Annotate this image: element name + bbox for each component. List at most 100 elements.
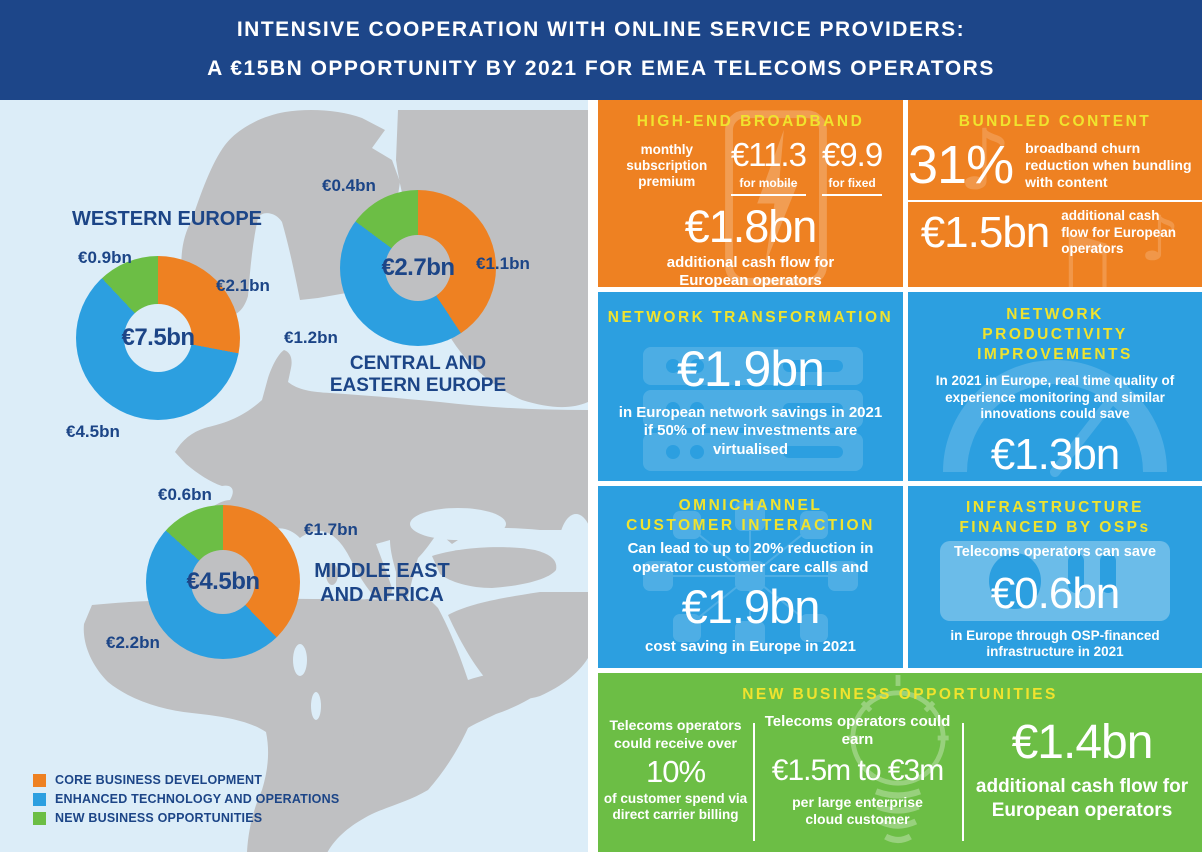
segment-label: €0.6bn xyxy=(158,485,212,504)
amount-caption: additional cash flow for European operat… xyxy=(1061,208,1177,257)
amount-value: €0.6bn xyxy=(990,568,1121,618)
caspian-sea xyxy=(558,514,588,590)
tile-title: NEW BUSINESS OPPORTUNITIES xyxy=(742,686,1058,703)
lake-malawi xyxy=(311,692,321,720)
fixed-premium-value: €9.9 xyxy=(821,136,883,174)
server-icon xyxy=(643,347,863,471)
amount-value: €1.9bn xyxy=(681,579,821,633)
tile-bundled-content: ♪ ♫ ♪ BUNDLED CONTENT 31% broadband chur… xyxy=(908,100,1202,287)
tile-high-end-broadband: HIGH-END BROADBAND monthly subscription … xyxy=(598,100,903,287)
mobile-premium-label: for mobile xyxy=(730,176,806,197)
region-title-middle-east-africa: MIDDLE EAST AND AFRICA xyxy=(314,560,450,606)
cash-flow-column: €1.4bn additional cash flow for European… xyxy=(962,719,1202,821)
column-value: €1.4bn xyxy=(1011,716,1154,770)
amount-value: €1.5bn xyxy=(920,207,1051,257)
madagascar-landmass xyxy=(353,698,380,760)
tile-caption: Can lead to up to 20% reduction in opera… xyxy=(627,540,874,576)
tile-infrastructure-osp: INFRASTRUCTURE FINANCED BY OSPs Telecoms… xyxy=(908,486,1202,668)
title-line-2: A €15BN OPPORTUNITY BY 2021 FOR EMEA TEL… xyxy=(207,57,995,80)
tile-network-productivity: NETWORK PRODUCTIVITY IMPROVEMENTS In 202… xyxy=(908,292,1202,481)
smartphone-lightning-icon xyxy=(725,110,827,286)
tile-title: OMNICHANNEL CUSTOMER INTERACTION xyxy=(626,497,875,535)
segment-label: €0.4bn xyxy=(322,176,376,195)
amount-caption: in European network savings in 2021 if 5… xyxy=(618,404,883,458)
emea-map: WESTERN EUROPE €7.5bn €0.9bn €2.1bn €4.5… xyxy=(0,100,588,852)
europe-landmass xyxy=(169,350,588,601)
legend-label: NEW BUSINESS OPPORTUNITIES xyxy=(55,811,263,825)
column-caption: of customer spend via direct carrier bil… xyxy=(603,790,748,823)
legend-swatch-blue xyxy=(33,792,46,806)
legend: CORE BUSINESS DEVELOPMENT ENHANCED TECHN… xyxy=(33,773,339,830)
lake-victoria xyxy=(293,644,307,676)
legend-item-enhanced-technology: ENHANCED TECHNOLOGY AND OPERATIONS xyxy=(33,792,339,806)
donut-western-europe: €7.5bn xyxy=(76,256,240,420)
donut-center-value: €2.7bn xyxy=(381,254,455,281)
amount-footer: cost saving in Europe in 2021 xyxy=(645,637,856,655)
column-intro: Telecoms operators could earn xyxy=(764,713,951,749)
legend-item-new-business: NEW BUSINESS OPPORTUNITIES xyxy=(33,811,339,825)
amount-value: €1.8bn xyxy=(684,201,818,253)
mobile-premium-value: €11.3 xyxy=(730,136,807,174)
segment-label: €2.2bn xyxy=(106,633,160,652)
donut-hole: €4.5bn xyxy=(186,550,260,614)
divider-line xyxy=(908,200,1202,203)
tile-title: NETWORK PRODUCTIVITY IMPROVEMENTS xyxy=(977,306,1133,364)
tile-omnichannel: OMNICHANNEL CUSTOMER INTERACTION Can lea… xyxy=(598,486,903,668)
column-caption: additional cash flow for European operat… xyxy=(975,776,1189,821)
amount-value: €1.9bn xyxy=(677,341,825,398)
column-value: 10% xyxy=(645,753,706,789)
legend-label: CORE BUSINESS DEVELOPMENT xyxy=(55,773,263,787)
amount-caption: additional cash flow for European operat… xyxy=(666,254,835,287)
legend-label: ENHANCED TECHNOLOGY AND OPERATIONS xyxy=(55,792,340,806)
segment-label: €0.9bn xyxy=(78,248,132,267)
fixed-premium: €9.9 for fixed xyxy=(821,136,883,197)
black-sea xyxy=(410,508,506,540)
fixed-premium-label: for fixed xyxy=(821,176,883,197)
region-title-western-europe: WESTERN EUROPE xyxy=(72,208,263,230)
segment-label: €1.1bn xyxy=(476,254,530,273)
churn-value: 31% xyxy=(908,135,1014,196)
tile-caption: Telecoms operators can save xyxy=(953,544,1157,561)
music-note-icon: ♪ xyxy=(1140,202,1180,275)
europe-africa-map xyxy=(83,110,588,852)
tile-title: INFRASTRUCTURE FINANCED BY OSPs xyxy=(959,499,1151,537)
churn-caption: broadband churn reduction when bundling … xyxy=(1025,139,1192,190)
arabia-landmass xyxy=(448,592,588,699)
header-band: INTENSIVE COOPERATION WITH ONLINE SERVIC… xyxy=(0,0,1202,100)
africa-landmass xyxy=(83,598,548,852)
column-divider xyxy=(753,723,755,841)
cloud-customer-column: Telecoms operators could earn €1.5m to €… xyxy=(753,713,962,828)
segment-label: €1.2bn xyxy=(284,328,338,347)
banknote-icon xyxy=(940,541,1170,621)
column-value: €1.5m to €3m xyxy=(771,753,944,787)
segment-label: €1.7bn xyxy=(304,520,358,539)
column-caption: per large enterprise cloud customer xyxy=(792,793,923,827)
column-divider xyxy=(962,723,964,841)
amount-footer: in Europe through OSP-financed infrastru… xyxy=(950,627,1160,660)
tile-title: HIGH-END BROADBAND xyxy=(636,113,865,130)
donut-middle-east-africa: €4.5bn xyxy=(146,505,300,659)
legend-item-core-business: CORE BUSINESS DEVELOPMENT xyxy=(33,773,339,787)
tile-caption: In 2021 in Europe, real time quality of … xyxy=(935,373,1175,422)
music-note-icon: ♪ xyxy=(958,111,1012,209)
tile-new-business-opportunities: NEW BUSINESS OPPORTUNITIES Telecoms oper… xyxy=(598,673,1202,852)
segment-label: €4.5bn xyxy=(66,422,120,441)
carrier-billing-column: Telecoms operators could receive over 10… xyxy=(598,717,753,823)
donut-hole: €7.5bn xyxy=(121,304,195,372)
tile-title: NETWORK TRANSFORMATION xyxy=(607,309,894,326)
music-notes-icon: ♫ xyxy=(1028,211,1127,287)
amount-value: €1.3bn xyxy=(990,429,1121,479)
legend-swatch-orange xyxy=(33,773,46,787)
legend-swatch-green xyxy=(33,811,46,825)
tile-network-transformation: NETWORK TRANSFORMATION €1.9bn in Europea… xyxy=(598,292,903,481)
turkey-landmass xyxy=(432,547,557,588)
region-title-central-eastern-europe: CENTRAL AND EASTERN EUROPE xyxy=(329,353,507,397)
donut-central-eastern-europe: €2.7bn xyxy=(340,190,496,346)
segment-label: €2.1bn xyxy=(216,276,270,295)
mobile-premium: €11.3 for mobile xyxy=(730,136,807,197)
speedometer-gauge-icon xyxy=(943,360,1167,477)
lightbulb-icon xyxy=(847,675,949,844)
sardinia-landmass xyxy=(326,563,338,585)
donut-center-value: €7.5bn xyxy=(121,324,195,351)
